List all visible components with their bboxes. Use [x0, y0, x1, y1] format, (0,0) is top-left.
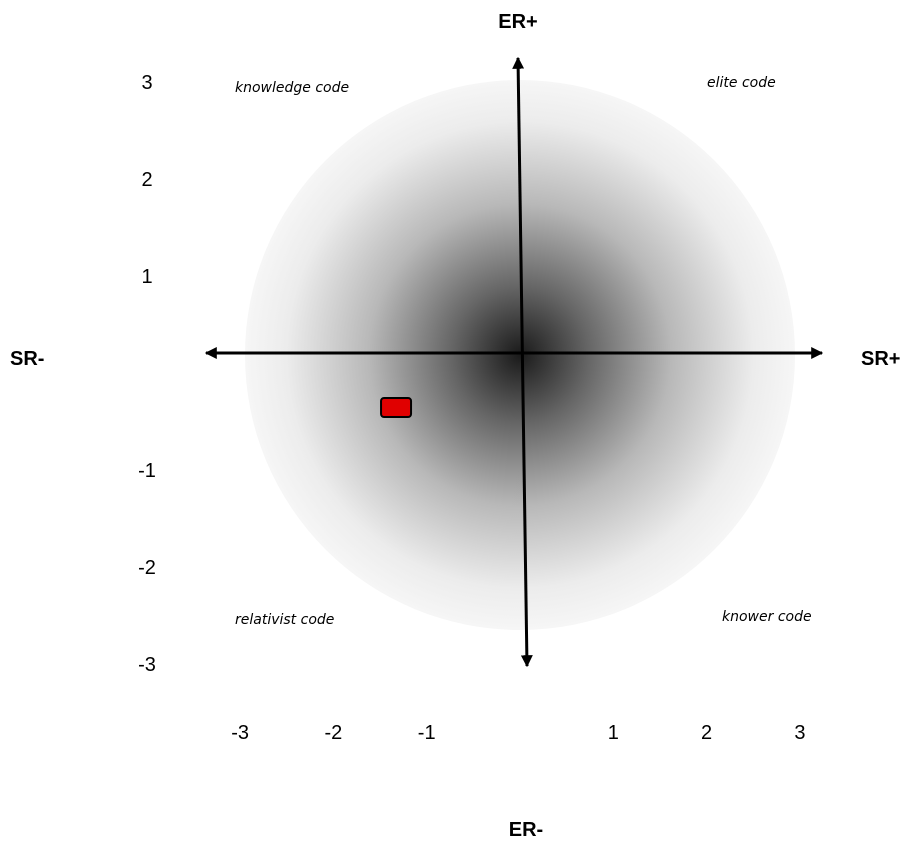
y-tick-label: 2: [141, 169, 152, 191]
x-tick-label: 1: [608, 722, 619, 744]
quadrant-label-knowledge: knowledge code: [235, 80, 349, 96]
axis-label-bottom: ER-: [509, 819, 543, 841]
quadrant-label-elite: elite code: [707, 75, 776, 91]
y-tick-label: 1: [141, 266, 152, 288]
y-tick-label: -3: [138, 654, 156, 676]
data-point-marker: [380, 397, 413, 418]
y-tick-label: -1: [138, 460, 156, 482]
y-tick-label: 3: [141, 72, 152, 94]
x-tick-label: 2: [701, 722, 712, 744]
x-tick-label: -3: [231, 722, 249, 744]
y-tick-label: -2: [138, 557, 156, 579]
quadrant-label-knower: knower code: [722, 609, 812, 625]
axis-label-top: ER+: [498, 11, 537, 33]
axis-label-right: SR+: [861, 348, 900, 370]
x-tick-label: -1: [418, 722, 436, 744]
y-axis: [512, 56, 533, 668]
axis-label-left: SR-: [10, 348, 44, 370]
quadrant-label-relativist: relativist code: [235, 612, 334, 628]
x-tick-label: -2: [325, 722, 343, 744]
x-tick-label: 3: [794, 722, 805, 744]
